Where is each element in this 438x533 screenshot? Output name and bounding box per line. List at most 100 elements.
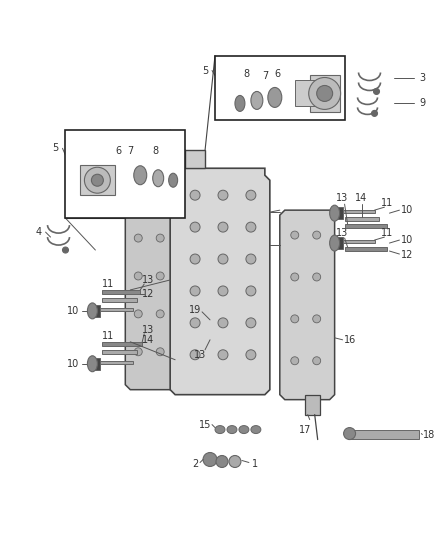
Circle shape <box>156 272 164 280</box>
Circle shape <box>190 286 200 296</box>
Circle shape <box>156 196 164 204</box>
Text: 12: 12 <box>401 250 413 260</box>
Bar <box>92 358 100 370</box>
Circle shape <box>246 350 256 360</box>
Bar <box>335 237 343 249</box>
Ellipse shape <box>251 425 261 433</box>
Polygon shape <box>345 217 379 221</box>
Circle shape <box>134 348 142 356</box>
Text: 1: 1 <box>252 459 258 470</box>
Polygon shape <box>280 210 335 400</box>
Ellipse shape <box>169 173 178 187</box>
Circle shape <box>291 273 299 281</box>
Circle shape <box>156 310 164 318</box>
Circle shape <box>218 190 228 200</box>
Circle shape <box>291 357 299 365</box>
Circle shape <box>371 110 378 116</box>
Circle shape <box>134 310 142 318</box>
Circle shape <box>246 286 256 296</box>
Text: 10: 10 <box>401 235 413 245</box>
Circle shape <box>134 196 142 204</box>
Polygon shape <box>185 150 205 168</box>
Ellipse shape <box>88 303 97 319</box>
Text: 13: 13 <box>336 228 348 238</box>
Text: 11: 11 <box>381 198 394 208</box>
Circle shape <box>134 272 142 280</box>
Text: 6: 6 <box>275 69 281 78</box>
Circle shape <box>156 348 164 356</box>
Ellipse shape <box>268 87 282 108</box>
Text: 17: 17 <box>299 425 311 434</box>
Text: 3: 3 <box>419 74 425 84</box>
Ellipse shape <box>330 205 339 221</box>
Circle shape <box>218 350 228 360</box>
Circle shape <box>343 427 356 440</box>
Polygon shape <box>170 168 270 394</box>
Polygon shape <box>102 298 137 302</box>
Circle shape <box>313 357 321 365</box>
Bar <box>295 80 314 107</box>
Polygon shape <box>125 168 175 390</box>
Polygon shape <box>102 290 140 294</box>
Text: 5: 5 <box>53 143 59 154</box>
Circle shape <box>291 231 299 239</box>
Bar <box>335 207 343 219</box>
Polygon shape <box>100 308 133 311</box>
Circle shape <box>134 234 142 242</box>
Text: 11: 11 <box>102 279 114 289</box>
Text: 16: 16 <box>343 335 356 345</box>
Circle shape <box>291 315 299 323</box>
Circle shape <box>218 222 228 232</box>
Text: 11: 11 <box>102 331 114 341</box>
Circle shape <box>156 234 164 242</box>
Circle shape <box>229 456 241 467</box>
Circle shape <box>218 286 228 296</box>
Ellipse shape <box>227 425 237 433</box>
Circle shape <box>203 453 217 466</box>
Bar <box>215 55 345 120</box>
Circle shape <box>246 190 256 200</box>
Polygon shape <box>100 361 133 364</box>
Circle shape <box>246 254 256 264</box>
Polygon shape <box>305 394 320 415</box>
Polygon shape <box>102 342 142 346</box>
Circle shape <box>313 273 321 281</box>
Circle shape <box>190 254 200 264</box>
Bar <box>350 430 419 439</box>
Circle shape <box>246 222 256 232</box>
Text: 10: 10 <box>67 359 80 369</box>
Ellipse shape <box>134 166 147 185</box>
Text: 13: 13 <box>194 350 206 360</box>
Bar <box>92 305 100 317</box>
Circle shape <box>313 231 321 239</box>
Circle shape <box>218 254 228 264</box>
Circle shape <box>63 247 68 253</box>
Polygon shape <box>81 165 115 195</box>
Ellipse shape <box>239 425 249 433</box>
Polygon shape <box>345 247 388 251</box>
Text: 2: 2 <box>192 459 198 470</box>
Text: 19: 19 <box>189 305 201 315</box>
Text: 12: 12 <box>142 289 155 299</box>
Text: 5: 5 <box>202 66 208 76</box>
Text: 14: 14 <box>142 335 154 345</box>
Text: 11: 11 <box>381 228 394 238</box>
Circle shape <box>317 85 332 101</box>
Ellipse shape <box>88 356 97 372</box>
Circle shape <box>313 315 321 323</box>
Ellipse shape <box>153 169 164 187</box>
Text: 10: 10 <box>67 306 80 316</box>
Text: 8: 8 <box>244 69 250 78</box>
Circle shape <box>190 318 200 328</box>
Circle shape <box>246 318 256 328</box>
Text: 13: 13 <box>142 275 154 285</box>
Circle shape <box>374 88 379 94</box>
Circle shape <box>190 350 200 360</box>
Polygon shape <box>343 210 374 213</box>
Circle shape <box>309 77 341 109</box>
Bar <box>66 131 185 218</box>
Ellipse shape <box>251 92 263 109</box>
Text: 15: 15 <box>199 419 211 430</box>
Text: 13: 13 <box>336 193 348 203</box>
Circle shape <box>218 318 228 328</box>
